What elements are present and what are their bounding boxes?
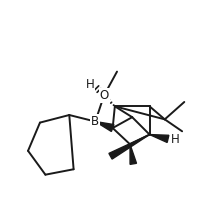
Text: H: H bbox=[86, 78, 94, 91]
Polygon shape bbox=[130, 144, 137, 164]
Text: B: B bbox=[91, 115, 99, 128]
Polygon shape bbox=[109, 135, 150, 159]
Text: O: O bbox=[100, 89, 109, 102]
Polygon shape bbox=[150, 135, 169, 143]
Text: H: H bbox=[171, 133, 180, 146]
Polygon shape bbox=[95, 122, 114, 132]
